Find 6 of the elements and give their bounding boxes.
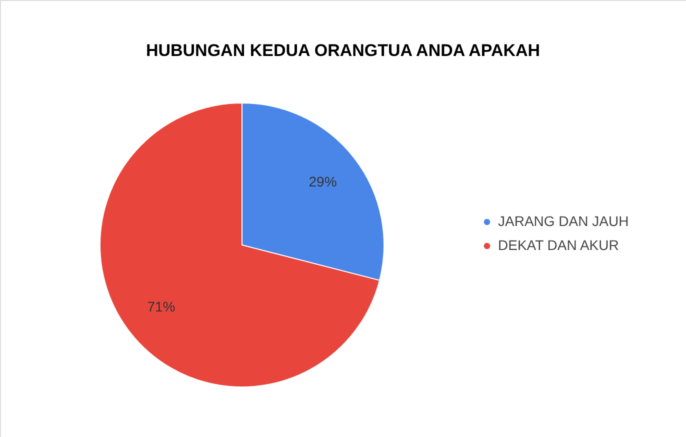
legend-label: JARANG DAN JAUH <box>498 213 629 229</box>
chart-title: HUBUNGAN KEDUA ORANGTUA ANDA APAKAH <box>146 41 540 60</box>
legend-label: DEKAT DAN AKUR <box>498 237 619 253</box>
data-label: 71% <box>147 298 176 315</box>
data-label: 29% <box>308 173 337 190</box>
pie-slice <box>100 102 380 388</box>
